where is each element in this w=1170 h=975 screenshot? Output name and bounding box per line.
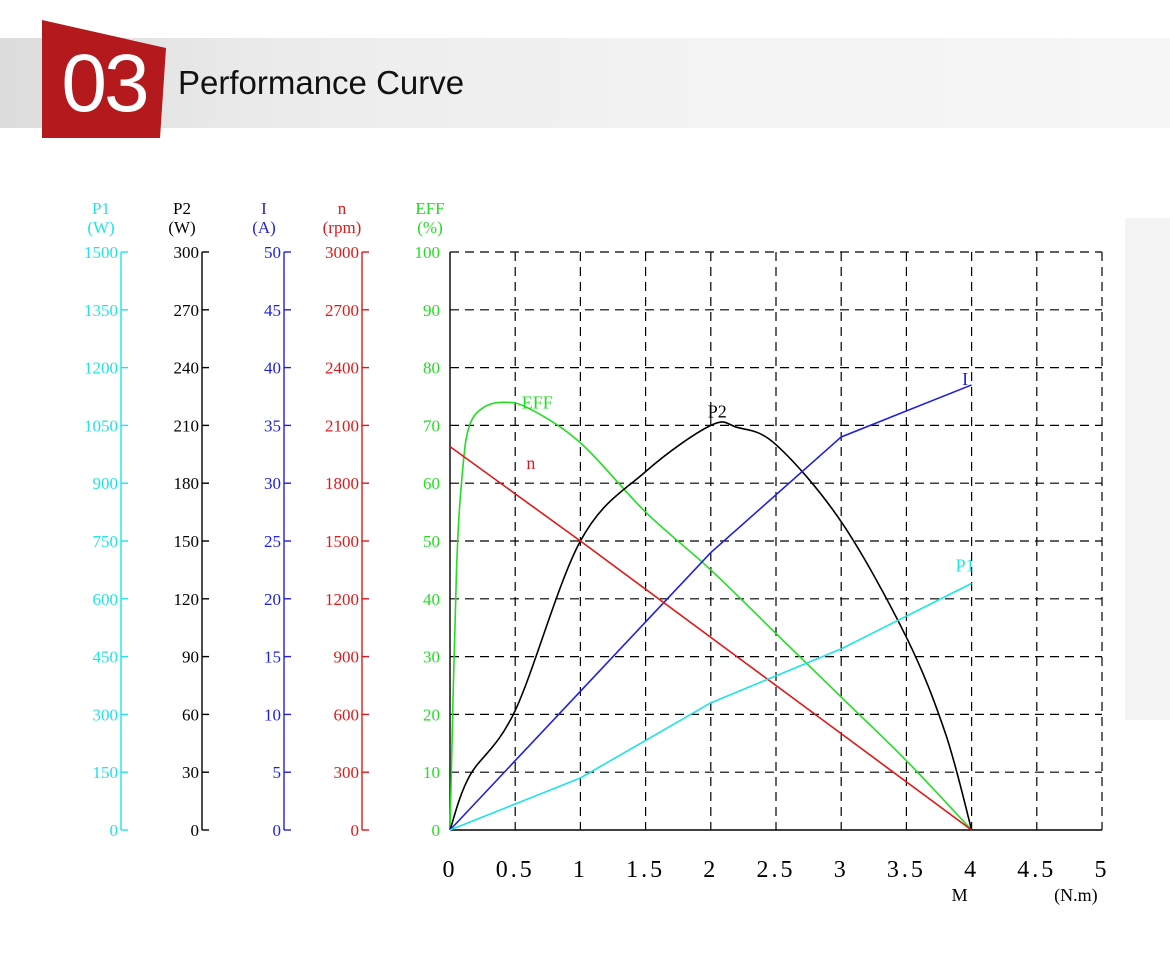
current-tick-label: 0 [273,821,282,840]
p2-tick-label: 180 [174,474,200,493]
series-label-p1: P1 [956,555,975,575]
x-tick-label: 4 [964,857,979,883]
eff-tick-label: 0 [432,821,441,840]
series-label-p2: P2 [708,401,727,421]
current-axis-title: I [261,199,267,218]
p2-axis-title: P2 [173,199,191,218]
series-label-eff: EFF [522,392,553,412]
eff-tick-label: 10 [423,763,440,782]
speed-tick-label: 2700 [325,301,359,320]
current-tick-label: 45 [264,301,281,320]
header-band [0,38,1170,128]
p2-tick-label: 270 [174,301,200,320]
x-axis-label: M [952,885,968,905]
p1-tick-label: 600 [93,590,119,609]
eff-tick-label: 100 [415,243,441,262]
p2-tick-label: 60 [182,705,199,724]
eff-tick-label: 50 [423,532,440,551]
p2-tick-label: 0 [191,821,200,840]
series-line-eff [449,401,973,831]
p1-tick-label: 450 [93,648,119,667]
badge-shape [42,20,166,138]
p2-tick-label: 210 [174,416,200,435]
current-tick-label: 30 [264,474,281,493]
current-tick-label: 10 [264,705,281,724]
current-tick-label: 25 [264,532,281,551]
p1-axis-title: P1 [92,199,110,218]
x-tick-label: 2 [703,857,718,883]
speed-tick-label: 2400 [325,359,359,378]
current-axis-unit: (A) [252,218,276,237]
speed-tick-label: 1200 [325,590,359,609]
eff-tick-label: 30 [423,648,440,667]
section-number: 03 [61,38,149,129]
speed-tick-label: 2100 [325,416,359,435]
page-title: Performance Curve [178,64,465,101]
speed-tick-label: 300 [334,763,360,782]
p2-tick-label: 150 [174,532,200,551]
current-tick-label: 15 [264,648,281,667]
eff-tick-label: 60 [423,474,440,493]
x-tick-label: 4.5 [1017,857,1056,883]
speed-tick-label: 3000 [325,243,359,262]
p2-axis-unit: (W) [168,218,195,237]
section-badge [42,20,166,138]
current-tick-label: 50 [264,243,281,262]
p1-tick-label: 750 [93,532,119,551]
p1-tick-label: 1350 [84,301,118,320]
x-axis-unit: (N.m) [1054,885,1098,906]
eff-tick-label: 40 [423,590,440,609]
speed-tick-label: 1800 [325,474,359,493]
speed-tick-label: 1500 [325,532,359,551]
current-tick-label: 35 [264,416,281,435]
p2-tick-label: 30 [182,763,199,782]
x-tick-label: 5 [1095,857,1110,883]
current-tick-label: 5 [273,763,282,782]
eff-tick-label: 20 [423,705,440,724]
p2-tick-label: 120 [174,590,200,609]
speed-tick-label: 600 [334,705,360,724]
p1-tick-label: 300 [93,705,119,724]
series-line-p2 [449,421,973,831]
series-line-p1 [449,582,972,831]
series-line-n [449,445,973,831]
x-tick-label: 3 [834,857,849,883]
speed-axis-title: n [338,199,347,218]
p1-tick-label: 1200 [84,359,118,378]
x-tick-label: 3.5 [887,857,926,883]
p1-tick-label: 0 [110,821,119,840]
p1-tick-label: 1050 [84,416,118,435]
p2-tick-label: 240 [174,359,200,378]
series-label-n: n [526,453,535,473]
p2-tick-label: 300 [174,243,200,262]
side-decoration [1125,218,1170,720]
current-tick-label: 20 [264,590,281,609]
x-tick-label: 0 [443,857,458,883]
eff-axis-unit: (%) [417,218,442,237]
p1-axis-unit: (W) [87,218,114,237]
p1-tick-label: 900 [93,474,119,493]
p1-tick-label: 150 [93,763,119,782]
eff-tick-label: 90 [423,301,440,320]
current-tick-label: 40 [264,359,281,378]
speed-axis-unit: (rpm) [323,218,362,237]
x-tick-label: 2.5 [757,857,796,883]
x-tick-label: 1 [573,857,588,883]
x-tick-label: 1.5 [626,857,665,883]
p1-tick-label: 1500 [84,243,118,262]
p2-tick-label: 90 [182,648,199,667]
eff-axis-title: EFF [415,199,444,218]
speed-tick-label: 0 [351,821,360,840]
x-tick-label: 0.5 [496,857,535,883]
series-label-i: I [962,369,968,389]
series-line-i [449,384,972,831]
speed-tick-label: 900 [334,648,360,667]
eff-tick-label: 70 [423,416,440,435]
eff-tick-label: 80 [423,359,440,378]
